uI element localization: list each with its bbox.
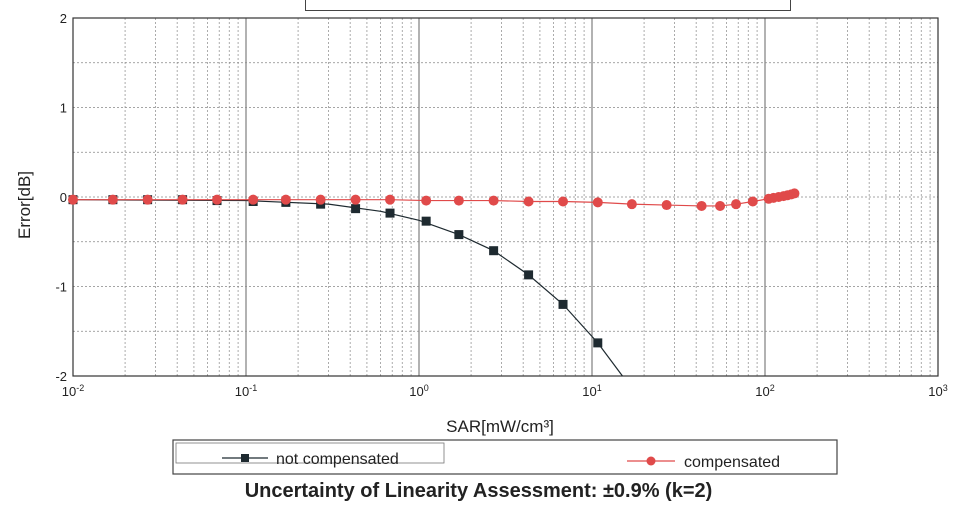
point-not-compensated xyxy=(421,216,431,226)
point-compensated xyxy=(747,196,758,207)
point-compensated xyxy=(592,197,603,208)
x-tick-label: 103 xyxy=(928,383,947,399)
y-tick-label: 1 xyxy=(60,101,67,116)
point-compensated xyxy=(68,194,78,205)
point-compensated xyxy=(315,194,326,205)
point-not-compensated xyxy=(351,204,361,214)
legend: not compensated compensated xyxy=(172,439,838,475)
point-compensated xyxy=(626,199,637,210)
series-lines xyxy=(72,192,795,377)
x-axis-title: SAR[mW/cm³] xyxy=(446,417,554,436)
point-compensated xyxy=(789,188,800,199)
y-axis-title: Error[dB] xyxy=(15,171,34,239)
point-compensated xyxy=(488,195,499,206)
x-tick-label: 10-2 xyxy=(62,383,84,399)
point-compensated xyxy=(558,196,569,207)
x-tick-label: 100 xyxy=(409,383,428,399)
point-not-compensated xyxy=(454,230,464,240)
x-tick-label: 10-1 xyxy=(235,383,257,399)
point-compensated xyxy=(453,195,464,206)
legend-inner-box xyxy=(175,442,445,464)
legend-label-not-compensated: not compensated xyxy=(276,451,399,468)
point-compensated xyxy=(177,194,188,205)
point-compensated xyxy=(107,194,118,205)
point-compensated xyxy=(715,200,726,211)
point-compensated xyxy=(280,194,291,205)
point-compensated xyxy=(350,194,361,205)
x-tick-label: 102 xyxy=(755,383,774,399)
point-compensated xyxy=(142,194,153,205)
legend-marker-compensated xyxy=(646,456,656,466)
point-compensated xyxy=(696,200,707,211)
chart-caption: Uncertainty of Linearity Assessment: ±0.… xyxy=(244,480,713,502)
legend-box xyxy=(172,439,838,475)
grid xyxy=(72,17,938,377)
point-not-compensated xyxy=(524,270,534,280)
point-compensated xyxy=(212,194,223,205)
point-not-compensated xyxy=(593,338,603,348)
point-not-compensated xyxy=(385,208,395,218)
legend-frame-top xyxy=(305,0,791,11)
y-tick-label: 2 xyxy=(60,11,67,26)
point-not-compensated xyxy=(489,246,499,256)
y-tick-label: -1 xyxy=(55,280,67,295)
point-not-compensated xyxy=(558,299,568,309)
point-compensated xyxy=(523,196,534,207)
point-compensated xyxy=(421,195,432,206)
point-compensated xyxy=(731,199,742,210)
point-compensated xyxy=(385,194,396,205)
legend-marker-not-compensated xyxy=(241,454,249,462)
point-compensated xyxy=(248,194,259,205)
series-markers xyxy=(68,188,800,348)
point-compensated xyxy=(661,200,672,211)
y-tick-label: -2 xyxy=(55,369,67,384)
y-tick-label: 0 xyxy=(60,190,67,205)
x-tick-label: 101 xyxy=(582,383,601,399)
legend-label-compensated: compensated xyxy=(684,454,780,471)
